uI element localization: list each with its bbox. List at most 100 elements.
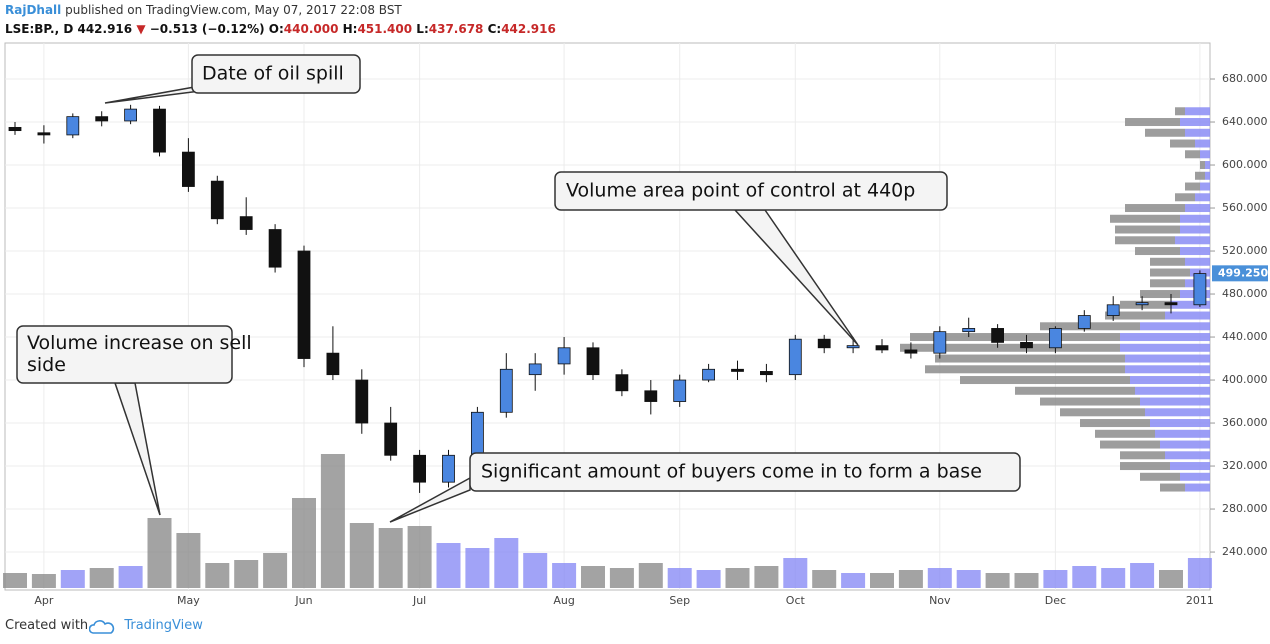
plot-frame: [4, 42, 1211, 591]
y-tick-label: 440.000: [1222, 330, 1268, 343]
profile-up: [1160, 440, 1210, 449]
profile-down: [1185, 182, 1200, 191]
candle-body: [153, 108, 166, 153]
candle-body: [991, 328, 1004, 343]
volume-bar: [1130, 563, 1155, 588]
profile-up: [1145, 408, 1210, 417]
profile-down: [910, 333, 1120, 342]
profile-up: [1185, 257, 1210, 266]
volume-bar: [1187, 558, 1212, 588]
candle-body: [615, 374, 629, 392]
published: published on TradingView.com, May 07, 20…: [65, 3, 402, 17]
volume-bar: [378, 528, 403, 588]
candle-body: [1106, 304, 1120, 316]
profile-down: [1200, 161, 1205, 170]
profile-up: [1180, 225, 1210, 234]
volume-bar: [1043, 570, 1068, 588]
volume-bar: [1014, 573, 1039, 588]
volume-bar: [581, 566, 605, 588]
y-tick-label: 240.000: [1222, 545, 1268, 558]
profile-down: [1125, 118, 1180, 127]
candle-body: [124, 108, 137, 122]
x-tick-label: Jul: [412, 594, 426, 607]
price: 442.916: [77, 22, 133, 36]
candle-body: [673, 379, 687, 402]
volume-bar: [292, 498, 316, 588]
author: RajDhall: [5, 3, 62, 17]
y-tick-label: 480.000: [1222, 287, 1268, 300]
profile-down: [1150, 257, 1185, 266]
o-value: 440.000: [283, 22, 339, 36]
profile-up: [1185, 128, 1210, 137]
quote-line: LSE:BP., D 442.916 ▼ −0.513 (−0.12%) O:4…: [5, 22, 556, 36]
volume-bar: [176, 533, 201, 588]
profile-down: [1125, 204, 1185, 213]
cloud-icon: [89, 620, 115, 634]
x-tick-label: May: [177, 594, 200, 607]
profile-up: [1170, 300, 1210, 309]
annotation: Volume area point of control at 440p: [566, 180, 915, 202]
y-tick-label: 560.000: [1222, 201, 1268, 214]
volume-bar: [494, 538, 519, 588]
volume-bar: [1101, 568, 1126, 588]
profile-up: [1165, 451, 1210, 460]
candle-body: [297, 250, 311, 359]
volume-bar: [3, 573, 27, 588]
profile-down: [1150, 279, 1185, 288]
candle-body: [1049, 328, 1062, 349]
profile-up: [1140, 322, 1210, 331]
candle-body: [788, 338, 802, 376]
candle-body: [239, 216, 253, 230]
candle-body: [470, 411, 484, 456]
profile-up: [1195, 193, 1210, 202]
profile-up: [1195, 139, 1210, 148]
volume-bar: [31, 574, 56, 588]
profile-up: [1185, 107, 1210, 116]
candle-body: [210, 180, 224, 220]
callout-box: [469, 452, 1021, 492]
candle-body: [702, 368, 715, 381]
volume-bar: [812, 570, 837, 588]
profile-up: [1180, 118, 1210, 127]
candle-body: [1193, 273, 1207, 306]
profile-down: [1160, 483, 1185, 492]
callout-box: [554, 171, 948, 211]
candle-body: [731, 368, 744, 372]
volume-bar: [118, 566, 143, 588]
profile-down: [1150, 268, 1190, 277]
candle-body: [37, 132, 51, 136]
profile-up: [1185, 204, 1210, 213]
c-label: C:: [487, 22, 502, 36]
profile-up: [1155, 429, 1210, 438]
profile-down: [1170, 139, 1195, 148]
volume-bar: [725, 568, 750, 588]
volume-bar: [870, 573, 894, 588]
profile-up: [1125, 354, 1210, 363]
callout-box: [16, 325, 233, 384]
profile-down: [1110, 214, 1180, 223]
profile-up: [1170, 462, 1210, 471]
x-tick-label: Jun: [294, 594, 312, 607]
x-tick-label: Dec: [1045, 594, 1066, 607]
y-tick-label: 640.000: [1222, 115, 1268, 128]
profile-up: [1185, 483, 1210, 492]
volume-bar: [320, 454, 345, 588]
header-line: RajDhall published on TradingView.com, M…: [5, 3, 402, 17]
volume-bar: [407, 526, 432, 588]
h-value: 451.400: [357, 22, 413, 36]
symbol: LSE:BP., D: [5, 22, 74, 36]
y-tick-label: 360.000: [1222, 416, 1268, 429]
candle-body: [413, 454, 427, 483]
profile-up: [1205, 161, 1210, 170]
profile-down: [1120, 462, 1170, 471]
volume-bar: [89, 568, 114, 588]
callout-box: [191, 54, 361, 94]
brand[interactable]: TradingView: [124, 618, 203, 633]
profile-down: [1080, 419, 1150, 428]
profile-down: [1115, 225, 1180, 234]
y-tick-label: 600.000: [1222, 158, 1268, 171]
volume-bar: [841, 573, 866, 588]
chart: 240.000 280.000 320.000 360.000 400.000 440.0…: [3, 42, 1268, 607]
profile-down: [1115, 236, 1175, 245]
profile-down: [1135, 247, 1180, 256]
